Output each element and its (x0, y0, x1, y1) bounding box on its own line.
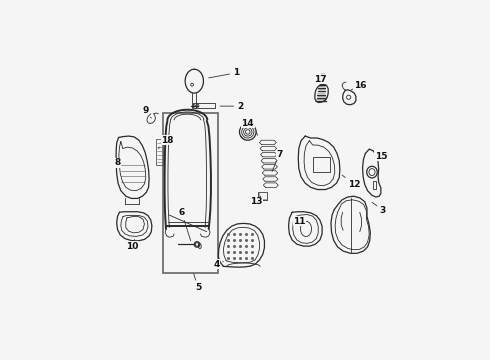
Text: 16: 16 (351, 81, 366, 90)
Text: 11: 11 (294, 217, 306, 226)
Text: 18: 18 (158, 136, 173, 149)
Text: 4: 4 (213, 260, 223, 269)
Bar (373, 181, 376, 189)
Text: 8: 8 (114, 158, 121, 167)
Text: 17: 17 (314, 75, 326, 85)
Text: 5: 5 (194, 274, 201, 292)
Bar (163, 112, 219, 273)
Bar (258, 192, 268, 200)
Text: 10: 10 (126, 239, 139, 251)
Bar (156, 139, 163, 165)
Text: 7: 7 (272, 150, 283, 171)
Text: 13: 13 (250, 196, 262, 206)
Bar (259, 192, 267, 199)
Text: 15: 15 (374, 152, 387, 161)
Text: 3: 3 (372, 202, 386, 215)
Bar (193, 103, 215, 108)
Text: 14: 14 (242, 118, 254, 127)
Text: 9: 9 (142, 106, 151, 118)
Text: 1: 1 (209, 68, 239, 78)
Text: 2: 2 (220, 102, 243, 111)
Text: 6: 6 (179, 208, 191, 241)
Text: 12: 12 (342, 175, 361, 189)
Bar (313, 157, 330, 172)
